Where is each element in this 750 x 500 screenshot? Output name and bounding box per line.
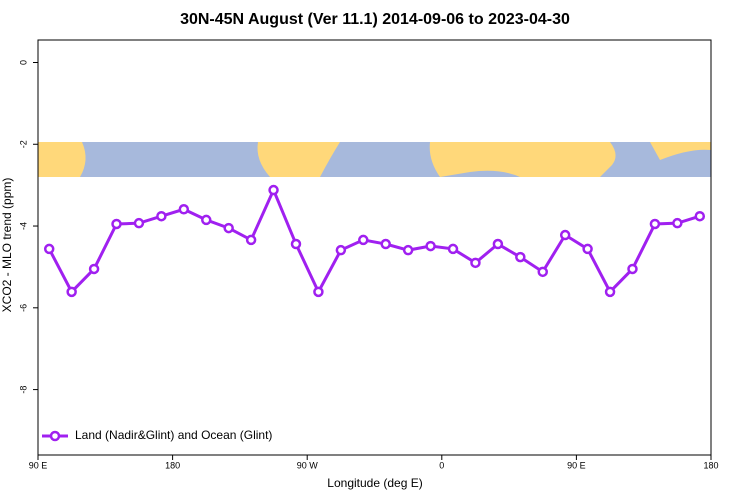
data-point [649, 218, 661, 230]
data-point [245, 234, 257, 246]
x-tick-label: 90 E [29, 460, 48, 470]
y-tick-label: -8 [18, 386, 28, 394]
data-point [380, 238, 391, 250]
data-point [111, 218, 122, 230]
data-point [492, 238, 504, 250]
data-point [694, 210, 706, 222]
legend-marker [49, 430, 61, 442]
x-tick-label: 0 [439, 460, 444, 470]
y-tick-label: -6 [18, 304, 28, 312]
data-point [268, 184, 279, 196]
series-line [47, 186, 701, 296]
map-band [38, 142, 711, 177]
x-tick-label: 180 [703, 460, 718, 470]
data-point [447, 243, 459, 255]
data-point [627, 263, 638, 275]
x-axis-label: Longitude (deg E) [327, 476, 422, 490]
data-point [201, 214, 212, 226]
data-point [133, 217, 145, 229]
plot-frame [37, 39, 712, 456]
y-axis-label: XCO2 - MLO trend (ppm) [0, 178, 14, 313]
data-point [156, 210, 167, 222]
x-tick-label: 180 [165, 460, 180, 470]
data-point [335, 244, 347, 256]
x-tick-label: 90 W [297, 460, 319, 470]
chart-title: 30N-45N August (Ver 11.1) 2014-09-06 to … [180, 11, 570, 28]
legend-label: Land (Nadir&Glint) and Ocean (Glint) [75, 428, 272, 442]
data-point [537, 266, 548, 278]
data-point [582, 243, 593, 255]
data-point [66, 286, 77, 298]
data-point [672, 217, 683, 229]
y-tick-label: -4 [18, 222, 28, 230]
y-tick-label: -2 [18, 140, 28, 148]
data-point [559, 229, 571, 241]
data-point [425, 240, 436, 252]
data-point [290, 238, 302, 250]
data-point [604, 286, 616, 298]
data-point [223, 222, 234, 234]
data-point [178, 204, 190, 215]
data-point [515, 251, 526, 263]
data-point [88, 263, 100, 275]
x-tick-label: 90 E [567, 460, 586, 470]
data-point [402, 244, 414, 256]
data-point [313, 286, 324, 298]
data-point [470, 257, 481, 269]
y-tick-label: 0 [18, 60, 28, 65]
data-point [358, 234, 369, 246]
data-point [43, 243, 55, 255]
